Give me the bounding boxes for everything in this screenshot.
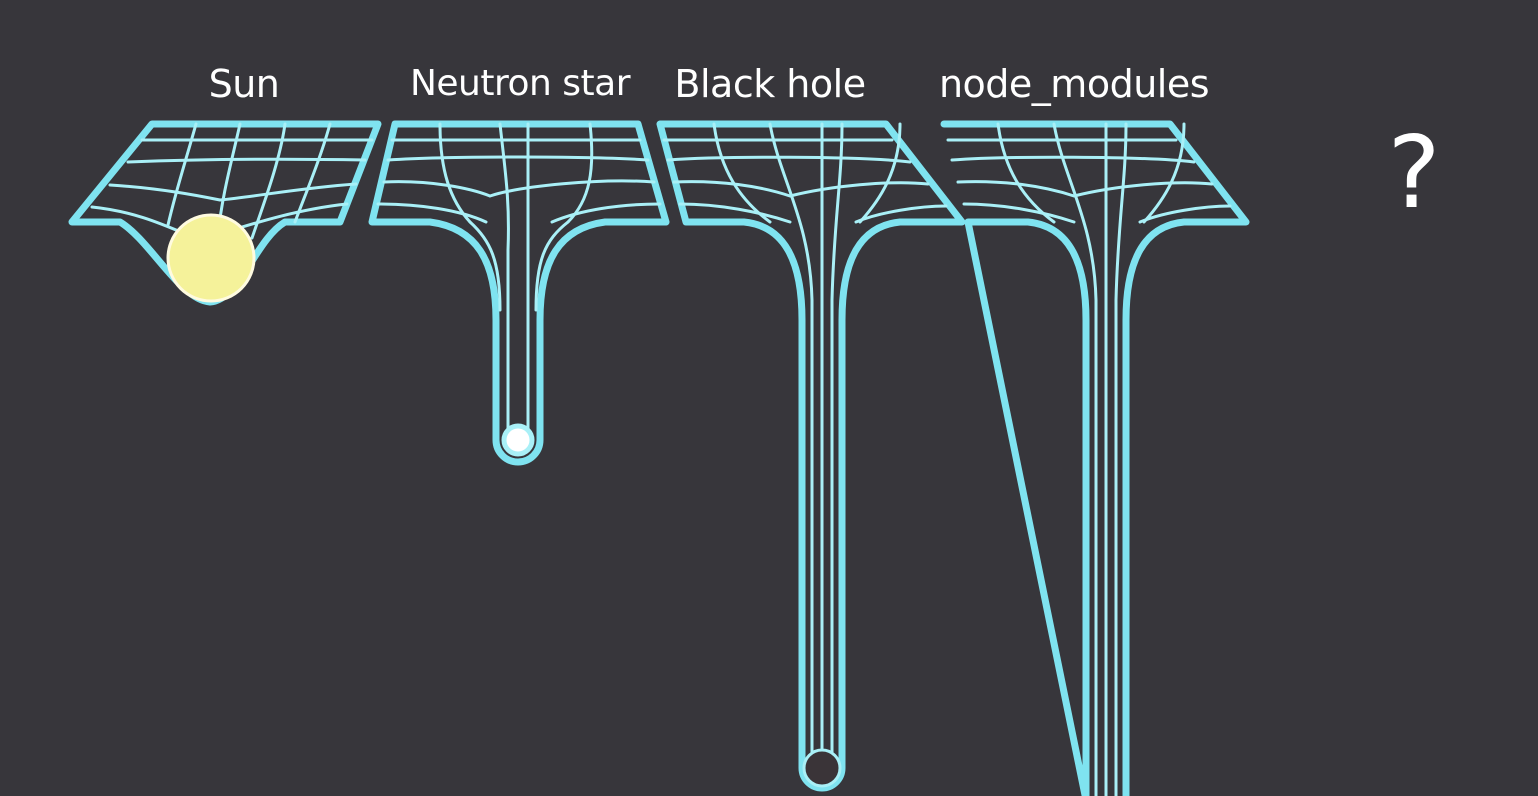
black-hole-spacetime-grid <box>656 120 966 792</box>
neutron-star-icon <box>501 423 535 457</box>
question-mark-label: ? <box>1387 114 1441 231</box>
sun-label: Sun <box>208 62 280 106</box>
sun-sphere-icon <box>166 213 256 303</box>
neutron-star-spacetime-grid <box>368 120 670 466</box>
node-modules-label: node_modules <box>938 62 1210 106</box>
node-modules-spacetime-grid <box>940 120 1250 796</box>
black-hole-icon <box>802 748 842 788</box>
sun-spacetime-grid <box>68 120 382 306</box>
neutron-star-label: Neutron star <box>409 63 631 104</box>
black-hole-label: Black hole <box>674 62 866 106</box>
